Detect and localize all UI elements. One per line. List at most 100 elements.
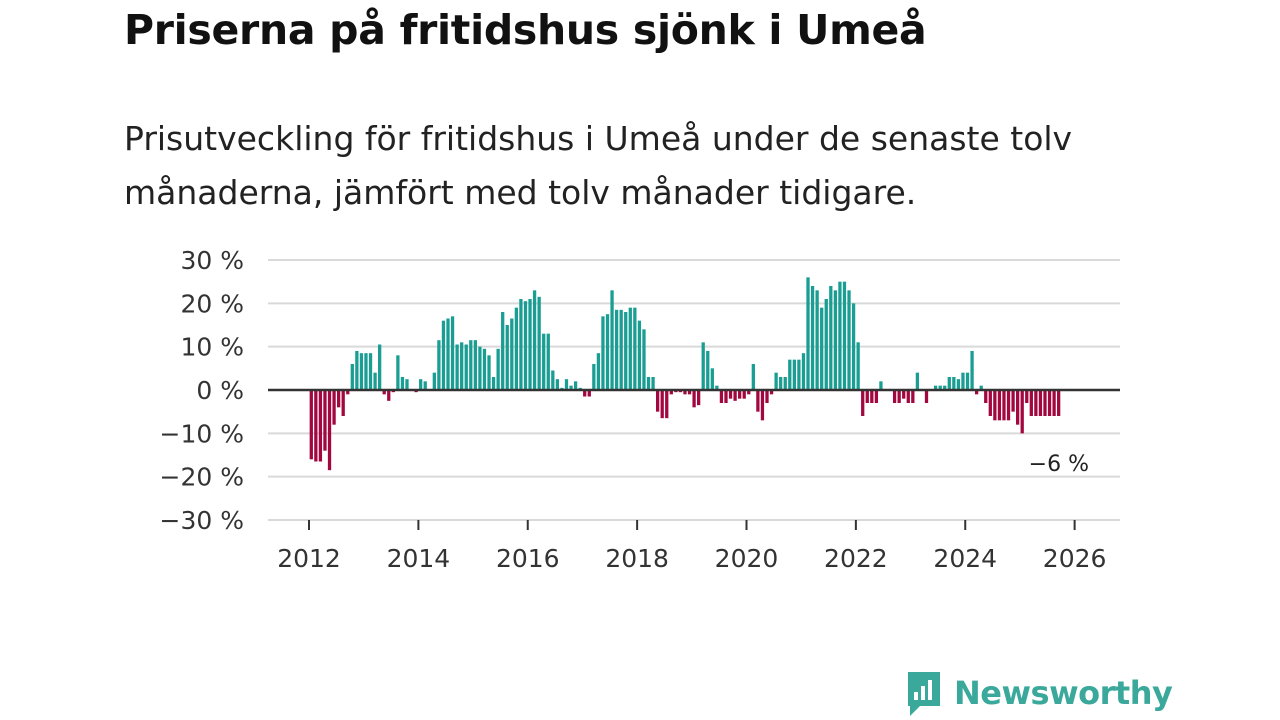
bar — [765, 390, 769, 403]
bar — [368, 353, 373, 390]
newsworthy-logo: Newsworthy — [904, 668, 1173, 718]
bar — [806, 277, 810, 390]
bar — [587, 390, 591, 397]
bar — [491, 377, 496, 390]
bars — [309, 277, 1061, 471]
bar — [464, 344, 468, 390]
bar — [997, 390, 1002, 421]
newsworthy-chart-bubble-icon — [908, 672, 940, 716]
bar — [382, 390, 386, 395]
bar — [387, 390, 391, 401]
bar — [432, 372, 436, 390]
bar — [833, 290, 838, 390]
bar — [610, 290, 614, 390]
bar — [669, 390, 673, 395]
brand-name: Newsworthy — [954, 674, 1173, 712]
bar — [318, 390, 323, 462]
bar — [551, 370, 555, 390]
bar — [596, 353, 601, 390]
bar — [473, 340, 477, 390]
bar — [715, 385, 719, 390]
bar — [974, 390, 979, 395]
bar — [733, 390, 737, 401]
bar — [861, 390, 865, 416]
bar — [1020, 390, 1024, 434]
bar — [970, 351, 974, 390]
bar — [510, 318, 514, 390]
bar — [1034, 390, 1038, 416]
bar — [810, 286, 815, 390]
bar — [933, 385, 938, 390]
bar — [523, 301, 528, 390]
bar — [546, 333, 550, 390]
bar — [687, 390, 692, 395]
bar — [924, 390, 929, 403]
bar — [1016, 390, 1020, 425]
bar — [364, 353, 368, 390]
bar — [965, 372, 970, 390]
x-tick-label: 2022 — [824, 544, 888, 573]
bar — [564, 379, 569, 390]
x-tick-label: 2018 — [605, 544, 669, 573]
bar — [993, 390, 997, 421]
bar — [911, 390, 915, 403]
chart-subtitle: Prisutveckling för fritidshus i Umeå und… — [124, 119, 1073, 212]
bar — [829, 286, 833, 390]
x-tick-label: 2012 — [277, 544, 341, 573]
bar — [323, 390, 327, 451]
bar — [897, 390, 901, 403]
bar — [519, 299, 523, 390]
bar — [979, 385, 983, 390]
bar — [651, 377, 655, 390]
bar — [842, 281, 847, 390]
bar — [956, 379, 961, 390]
y-tick-label: −20 % — [160, 463, 244, 492]
bar — [542, 333, 546, 390]
bar-chart: 30 % 20 % 10 % 0 % −10 % −20 % −30 % 2012 2014 20… — [160, 246, 1120, 573]
bar — [751, 364, 755, 390]
bar — [601, 316, 605, 390]
bar — [947, 377, 951, 390]
bar — [820, 307, 824, 390]
bar — [373, 372, 377, 390]
bar — [341, 390, 345, 416]
bar — [1029, 390, 1033, 416]
bar — [724, 390, 728, 403]
bar — [892, 390, 897, 403]
bar — [847, 290, 851, 390]
bar — [692, 390, 696, 408]
bar — [938, 385, 942, 390]
bar — [706, 351, 710, 390]
bar — [350, 364, 354, 390]
bar — [655, 390, 660, 412]
bar — [482, 348, 487, 390]
bar — [614, 309, 619, 390]
y-tick-label: 0 % — [196, 376, 244, 405]
bar — [774, 372, 778, 390]
y-tick-label: 20 % — [180, 289, 244, 318]
bar — [642, 329, 646, 390]
bar — [797, 359, 801, 390]
bar — [769, 390, 774, 395]
bar — [400, 377, 405, 390]
bar — [355, 351, 359, 390]
bar — [478, 346, 482, 390]
bar — [788, 359, 792, 390]
bar — [879, 381, 883, 390]
bar — [1043, 390, 1047, 416]
bar — [719, 390, 724, 403]
bar — [906, 390, 910, 403]
bar — [1002, 390, 1006, 421]
bar — [952, 377, 956, 390]
bar — [528, 299, 532, 390]
bar — [815, 290, 819, 390]
bar — [683, 390, 687, 395]
bar — [756, 390, 760, 412]
bar — [915, 372, 920, 390]
bar — [1038, 390, 1043, 416]
bar — [359, 353, 364, 390]
bar — [988, 390, 992, 416]
bar — [496, 348, 500, 390]
bar — [865, 390, 869, 403]
x-tick-label: 2024 — [933, 544, 997, 573]
